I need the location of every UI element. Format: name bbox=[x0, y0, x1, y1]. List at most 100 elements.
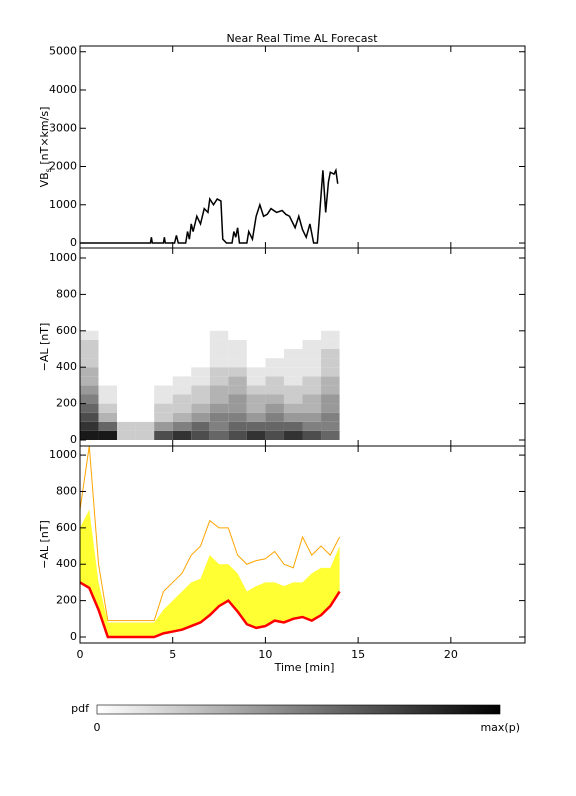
pdf-cell bbox=[117, 330, 136, 340]
pdf-cell bbox=[154, 358, 173, 368]
data-line bbox=[80, 446, 341, 622]
pdf-cell bbox=[191, 376, 210, 386]
pdf-cell bbox=[154, 421, 173, 431]
y-tick-label: 1000 bbox=[49, 448, 77, 461]
pdf-cell bbox=[209, 385, 229, 395]
pdf-cell bbox=[283, 330, 303, 340]
pdf-cell bbox=[80, 430, 99, 440]
pdf-cell bbox=[80, 339, 99, 350]
chart-title: Near Real Time AL Forecast bbox=[226, 32, 378, 45]
pdf-cell bbox=[283, 367, 303, 377]
data-line bbox=[80, 581, 341, 639]
pdf-cell bbox=[98, 421, 118, 431]
pdf-cell bbox=[191, 403, 210, 413]
pdf-cell bbox=[135, 394, 155, 404]
y-tick-label: 1000 bbox=[49, 251, 77, 264]
y-tick-label: 200 bbox=[56, 397, 77, 410]
pdf-cell bbox=[302, 358, 322, 368]
pdf-cell bbox=[265, 367, 284, 377]
pdf-cell bbox=[154, 330, 173, 340]
pdf-cell bbox=[265, 385, 284, 395]
pdf-cell bbox=[98, 376, 118, 386]
pdf-cell bbox=[135, 430, 155, 440]
pdf-cell bbox=[172, 349, 192, 359]
pdf-cell bbox=[209, 403, 229, 413]
y-tick-label: 0 bbox=[70, 630, 77, 643]
pdf-cell bbox=[98, 339, 118, 350]
pdf-cell bbox=[302, 430, 322, 440]
pdf-cell bbox=[80, 367, 99, 377]
pdf-cell bbox=[302, 412, 322, 422]
pdf-cell bbox=[117, 385, 136, 395]
x-tick-label: 0 bbox=[77, 648, 84, 661]
pdf-cell bbox=[80, 358, 99, 368]
pdf-cell bbox=[321, 403, 340, 413]
plot-area bbox=[80, 446, 341, 639]
pdf-cell bbox=[172, 421, 192, 431]
y-axis-label: −AL [nT] bbox=[38, 323, 51, 372]
pdf-cell bbox=[135, 385, 155, 395]
pdf-cell bbox=[246, 385, 266, 395]
pdf-cell bbox=[246, 330, 266, 340]
y-axis-label: VBs [nT×km/s] bbox=[38, 107, 53, 188]
pdf-cell bbox=[154, 376, 173, 386]
y-tick-label: 400 bbox=[56, 557, 77, 570]
pdf-cell bbox=[135, 376, 155, 386]
pdf-cell bbox=[228, 430, 247, 440]
pdf-cell bbox=[283, 349, 303, 359]
pdf-cell bbox=[265, 394, 284, 404]
pdf-cell bbox=[135, 421, 155, 431]
pdf-cell bbox=[172, 394, 192, 404]
pdf-cell bbox=[154, 403, 173, 413]
y-tick-label: 4000 bbox=[49, 83, 77, 96]
pdf-cell bbox=[321, 330, 340, 340]
pdf-cell bbox=[321, 349, 340, 359]
pdf-cell bbox=[321, 430, 340, 440]
pdf-cell bbox=[172, 403, 192, 413]
y-tick-label: 600 bbox=[56, 324, 77, 337]
y-tick-label: 800 bbox=[56, 287, 77, 300]
pdf-cell bbox=[154, 349, 173, 359]
pdf-cell bbox=[172, 385, 192, 395]
pdf-cell bbox=[117, 367, 136, 377]
pdf-cell bbox=[172, 358, 192, 368]
plot-area bbox=[80, 167, 339, 244]
pdf-cell bbox=[98, 412, 118, 422]
pdf-cell bbox=[228, 412, 247, 422]
pdf-cell bbox=[80, 412, 99, 422]
pdf-cell bbox=[302, 403, 322, 413]
pdf-cell bbox=[80, 376, 99, 386]
pdf-cell bbox=[228, 358, 247, 368]
pdf-cell bbox=[321, 385, 340, 395]
pdf-cell bbox=[246, 421, 266, 431]
pdf-cell bbox=[321, 358, 340, 368]
pdf-cell bbox=[265, 403, 284, 413]
y-tick-label: 0 bbox=[70, 433, 77, 446]
pdf-cell bbox=[154, 367, 173, 377]
pdf-cell bbox=[283, 403, 303, 413]
pdf-cell bbox=[228, 421, 247, 431]
pdf-cell bbox=[191, 330, 210, 340]
pdf-cell bbox=[209, 367, 229, 377]
pdf-cell bbox=[302, 367, 322, 377]
pdf-cell bbox=[191, 385, 210, 395]
pdf-cell bbox=[191, 349, 210, 359]
pdf-cell bbox=[209, 394, 229, 404]
forecast-band bbox=[80, 509, 340, 637]
x-axis-label: Time [min] bbox=[274, 661, 335, 674]
pdf-cell bbox=[283, 358, 303, 368]
pdf-cell bbox=[98, 330, 118, 340]
pdf-cell bbox=[191, 394, 210, 404]
y-tick-label: 0 bbox=[70, 236, 77, 249]
x-tick-label: 5 bbox=[169, 648, 176, 661]
pdf-cell bbox=[80, 394, 99, 404]
y-tick-label: 3000 bbox=[49, 121, 77, 134]
pdf-cell bbox=[191, 358, 210, 368]
pdf-cell bbox=[246, 376, 266, 386]
pdf-cell bbox=[302, 394, 322, 404]
pdf-cell bbox=[302, 330, 322, 340]
pdf-cell bbox=[246, 358, 266, 368]
pdf-cell bbox=[228, 376, 247, 386]
y-tick-label: 5000 bbox=[49, 45, 77, 58]
pdf-cell bbox=[191, 412, 210, 422]
